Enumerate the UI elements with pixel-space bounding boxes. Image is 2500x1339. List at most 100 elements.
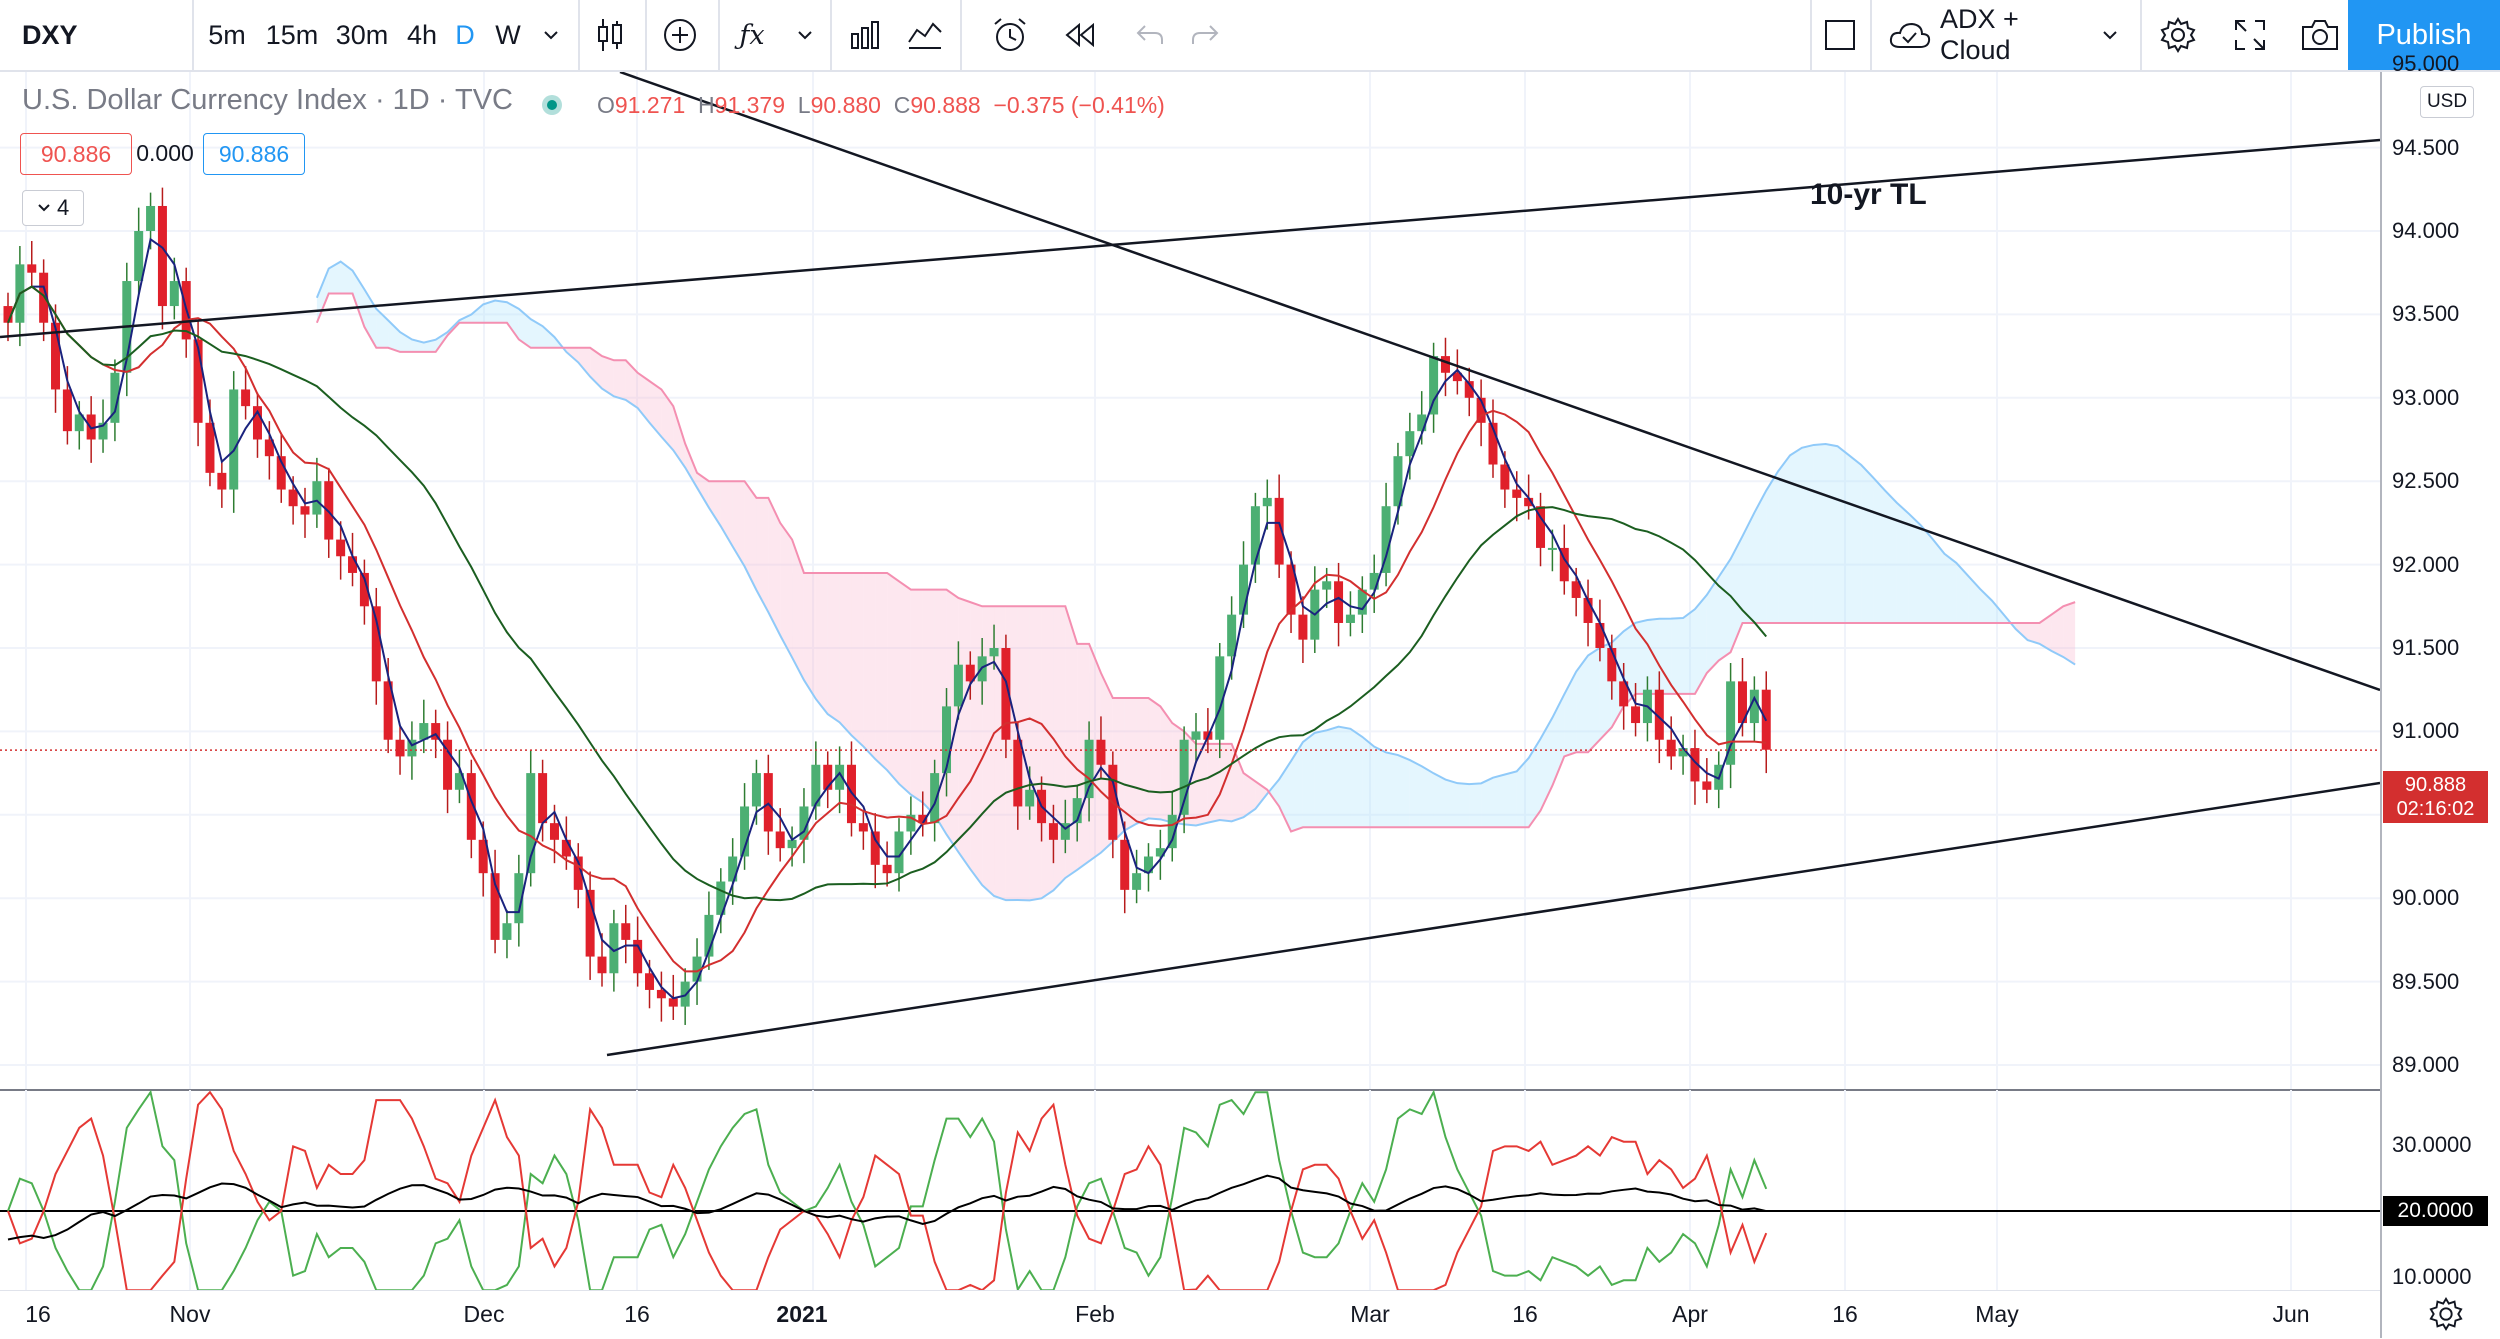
- candle-body: [1215, 656, 1225, 740]
- settings-icon[interactable]: [2143, 0, 2213, 70]
- cloud-segment: [471, 304, 484, 323]
- publish-button[interactable]: Publish: [2348, 0, 2500, 70]
- fullscreen-icon[interactable]: [2215, 0, 2285, 70]
- cloud-segment: [1671, 617, 1684, 694]
- template-dropdown-icon[interactable]: [2095, 0, 2125, 70]
- layout-icon[interactable]: [1815, 0, 1865, 70]
- candle-body: [1571, 581, 1581, 598]
- candle-body: [1239, 564, 1249, 615]
- time-axis[interactable]: 16 Nov Dec 16 2021 Feb Mar 16 Apr 16 May Jun: [0, 1290, 2380, 1339]
- candle-body: [193, 339, 203, 423]
- candle-body: [787, 839, 797, 849]
- cloud-segment: [1326, 726, 1339, 828]
- open-value: 91.271: [614, 92, 686, 118]
- interval-30m[interactable]: 30m: [335, 19, 389, 50]
- adx-indicator-pane[interactable]: [0, 1090, 2380, 1290]
- candle-body: [882, 864, 892, 874]
- currency-label[interactable]: USD: [2420, 86, 2474, 118]
- snapshot-icon[interactable]: [2285, 0, 2355, 70]
- indicators-collapse-button[interactable]: 4: [22, 190, 84, 226]
- candle-body: [692, 956, 702, 982]
- interval-dropdown-icon[interactable]: [536, 0, 566, 70]
- cloud-icon[interactable]: [1885, 0, 1935, 70]
- fx-indicators-icon[interactable]: ƒx: [739, 19, 765, 51]
- candle-body: [1429, 356, 1439, 415]
- candle-body: [1678, 748, 1688, 757]
- add-compare-icon[interactable]: [655, 0, 705, 70]
- templates-icon[interactable]: [900, 0, 950, 70]
- financials-icon[interactable]: [840, 0, 890, 70]
- cloud-segment: [1124, 698, 1137, 831]
- candle-body: [348, 556, 358, 573]
- cloud-segment: [1516, 758, 1529, 828]
- interval-5m[interactable]: 5m: [208, 19, 246, 50]
- candle-body: [835, 764, 845, 790]
- candle-body: [1227, 614, 1237, 657]
- candle-body: [264, 439, 274, 457]
- cloud-segment: [1421, 766, 1434, 828]
- price-tick: 94.500: [2392, 134, 2460, 160]
- candle-body: [1726, 681, 1736, 765]
- last-price-tag: 90.888 02:16:02: [2383, 771, 2488, 823]
- symbol-title: U.S. Dollar Currency Index · 1D · TVC: [22, 84, 513, 116]
- redo-icon[interactable]: [1180, 0, 1230, 70]
- pane-separator[interactable]: [0, 1089, 2380, 1091]
- cloud-segment: [1029, 606, 1042, 901]
- cloud-segment: [815, 572, 828, 715]
- candle-body: [1132, 873, 1142, 890]
- divider: [192, 0, 194, 70]
- cloud-segment: [1564, 671, 1577, 757]
- price-chart[interactable]: [0, 72, 2380, 1089]
- time-tick: Mar: [1350, 1301, 1390, 1327]
- settings-icon[interactable]: [2428, 1296, 2464, 1332]
- candle-body: [585, 889, 595, 957]
- interval-d[interactable]: D: [455, 19, 475, 50]
- cloud-segment: [602, 356, 614, 397]
- cloud-segment: [875, 572, 888, 771]
- indicator-template-name[interactable]: ADX + Cloud: [1940, 4, 2019, 65]
- indicators-dropdown-icon[interactable]: [790, 0, 820, 70]
- cloud-segment: [1861, 465, 1874, 623]
- tenkan-line: [7, 285, 1767, 973]
- candle-body: [1345, 614, 1355, 623]
- cloud-segment: [1683, 609, 1695, 694]
- cloud-segment: [685, 443, 698, 488]
- time-tick: Nov: [169, 1301, 211, 1327]
- candle-body: [1250, 506, 1260, 565]
- cloud-segment: [1790, 447, 1802, 623]
- replay-icon[interactable]: [1055, 0, 1105, 70]
- interval-4h[interactable]: 4h: [406, 19, 438, 50]
- candle-body: [1381, 506, 1391, 573]
- cloud-segment: [1730, 536, 1743, 653]
- undo-icon[interactable]: [1125, 0, 1175, 70]
- cloud-segment: [1231, 743, 1244, 822]
- high-value: 91.379: [714, 92, 786, 118]
- kijun-line: [7, 285, 1768, 902]
- candle-body: [597, 956, 607, 974]
- candle-body: [1500, 464, 1510, 490]
- cloud-segment: [1362, 736, 1375, 828]
- interval-w[interactable]: W: [495, 19, 521, 50]
- cloud-segment: [388, 320, 401, 352]
- sell-price-button[interactable]: 90.886: [20, 133, 132, 175]
- candlestick-icon[interactable]: [585, 0, 635, 70]
- candle-body: [1619, 681, 1629, 707]
- cloud-segment: [1766, 471, 1779, 623]
- candle-body: [51, 322, 61, 390]
- candle-body: [1072, 798, 1082, 824]
- candle-body: [1298, 614, 1308, 640]
- candle-body: [395, 739, 405, 757]
- time-tick: Jun: [2272, 1301, 2310, 1327]
- cloud-segment: [1481, 777, 1493, 828]
- cloud-segment: [2063, 602, 2076, 665]
- cloud-segment: [768, 497, 781, 636]
- alert-icon[interactable]: [985, 0, 1035, 70]
- candle-body: [146, 205, 156, 231]
- cloud-segment: [1932, 538, 1945, 623]
- cloud-segment: [1980, 588, 1992, 623]
- buy-price-button[interactable]: 90.886: [203, 133, 305, 175]
- symbol-search[interactable]: DXY: [22, 19, 78, 50]
- candle-body: [740, 806, 750, 857]
- candle-body: [1143, 856, 1153, 874]
- interval-15m[interactable]: 15m: [265, 19, 319, 50]
